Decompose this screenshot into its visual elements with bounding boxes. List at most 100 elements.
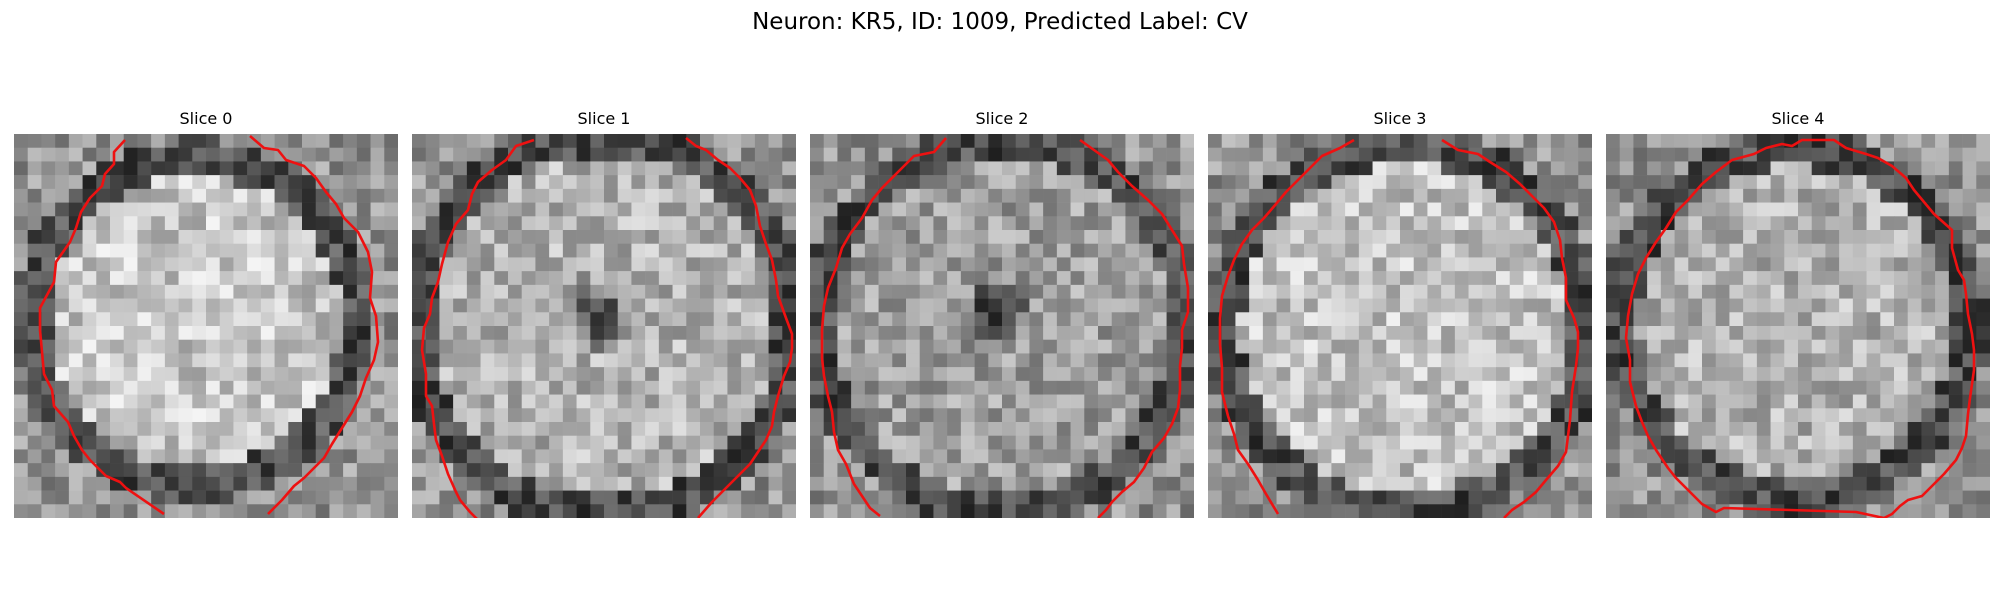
image-pixel — [1523, 408, 1538, 423]
image-pixel — [906, 188, 921, 203]
image-pixel — [878, 243, 893, 258]
image-pixel — [892, 284, 907, 299]
image-pixel — [206, 353, 221, 368]
image-pixel — [562, 408, 577, 423]
image-pixel — [782, 175, 796, 190]
image-pixel — [1839, 326, 1854, 341]
image-pixel — [713, 422, 728, 437]
image-pixel — [549, 298, 564, 313]
image-pixel — [343, 435, 358, 450]
image-pixel — [1688, 284, 1703, 299]
image-pixel — [14, 504, 29, 518]
image-pixel — [1976, 147, 1990, 162]
image-pixel — [1537, 353, 1552, 368]
image-pixel — [1482, 353, 1497, 368]
image-pixel — [1084, 284, 1099, 299]
image-pixel — [782, 230, 796, 245]
image-pixel — [508, 394, 523, 409]
image-pixel — [741, 230, 756, 245]
image-pixel — [206, 230, 221, 245]
image-pixel — [425, 257, 440, 272]
image-pixel — [1633, 463, 1648, 478]
image-pixel — [1043, 298, 1058, 313]
image-pixel — [1509, 367, 1524, 382]
image-pixel — [1756, 408, 1771, 423]
image-pixel — [1002, 175, 1017, 190]
image-pixel — [1798, 243, 1813, 258]
image-pixel — [1345, 216, 1360, 231]
image-pixel — [96, 230, 111, 245]
image-pixel — [1262, 188, 1277, 203]
image-pixel — [658, 284, 673, 299]
image-pixel — [1674, 422, 1689, 437]
image-pixel — [1125, 367, 1140, 382]
image-pixel — [343, 161, 358, 176]
image-pixel — [137, 298, 152, 313]
image-pixel — [590, 339, 605, 354]
image-pixel — [1866, 449, 1881, 464]
image-pixel — [302, 312, 317, 327]
image-pixel — [1208, 271, 1223, 286]
image-pixel — [110, 367, 125, 382]
image-pixel — [329, 271, 344, 286]
image-pixel — [1811, 326, 1826, 341]
image-pixel — [658, 175, 673, 190]
image-pixel — [1550, 339, 1565, 354]
image-pixel — [1221, 243, 1236, 258]
image-pixel — [1400, 380, 1415, 395]
image-pixel — [1152, 175, 1167, 190]
image-pixel — [1358, 161, 1373, 176]
image-pixel — [425, 380, 440, 395]
image-pixel — [1468, 463, 1483, 478]
image-pixel — [384, 284, 398, 299]
image-pixel — [329, 339, 344, 354]
image-pixel — [1029, 326, 1044, 341]
image-pixel — [686, 353, 701, 368]
image-pixel — [686, 449, 701, 464]
image-pixel — [1098, 134, 1113, 149]
image-pixel — [1084, 298, 1099, 313]
image-pixel — [96, 408, 111, 423]
image-pixel — [274, 422, 289, 437]
image-pixel — [1166, 284, 1181, 299]
image-pixel — [700, 188, 715, 203]
image-pixel — [1729, 298, 1744, 313]
image-pixel — [1015, 230, 1030, 245]
image-pixel — [549, 284, 564, 299]
image-pixel — [754, 175, 769, 190]
image-pixel — [590, 422, 605, 437]
image-pixel — [1180, 216, 1194, 231]
image-pixel — [137, 339, 152, 354]
image-pixel — [1619, 449, 1634, 464]
image-pixel — [1550, 504, 1565, 518]
image-pixel — [370, 435, 385, 450]
image-pixel — [1770, 380, 1785, 395]
image-pixel — [810, 161, 825, 176]
image-pixel — [356, 504, 371, 518]
image-pixel — [466, 216, 481, 231]
image-pixel — [1276, 490, 1291, 505]
image-pixel — [356, 339, 371, 354]
image-pixel — [1962, 243, 1977, 258]
image-pixel — [1866, 271, 1881, 286]
image-pixel — [1400, 134, 1415, 149]
image-pixel — [329, 394, 344, 409]
image-pixel — [302, 284, 317, 299]
image-pixel — [1743, 504, 1758, 518]
image-pixel — [988, 284, 1003, 299]
image-pixel — [96, 312, 111, 327]
image-pixel — [247, 175, 262, 190]
image-pixel — [754, 147, 769, 162]
image-pixel — [1784, 353, 1799, 368]
image-pixel — [453, 326, 468, 341]
image-pixel — [1454, 298, 1469, 313]
image-pixel — [1180, 367, 1194, 382]
image-pixel — [1152, 161, 1167, 176]
image-pixel — [1866, 175, 1881, 190]
image-pixel — [164, 298, 179, 313]
image-pixel — [1098, 435, 1113, 450]
image-pixel — [851, 284, 866, 299]
image-pixel — [343, 463, 358, 478]
image-pixel — [1221, 326, 1236, 341]
image-pixel — [1509, 422, 1524, 437]
